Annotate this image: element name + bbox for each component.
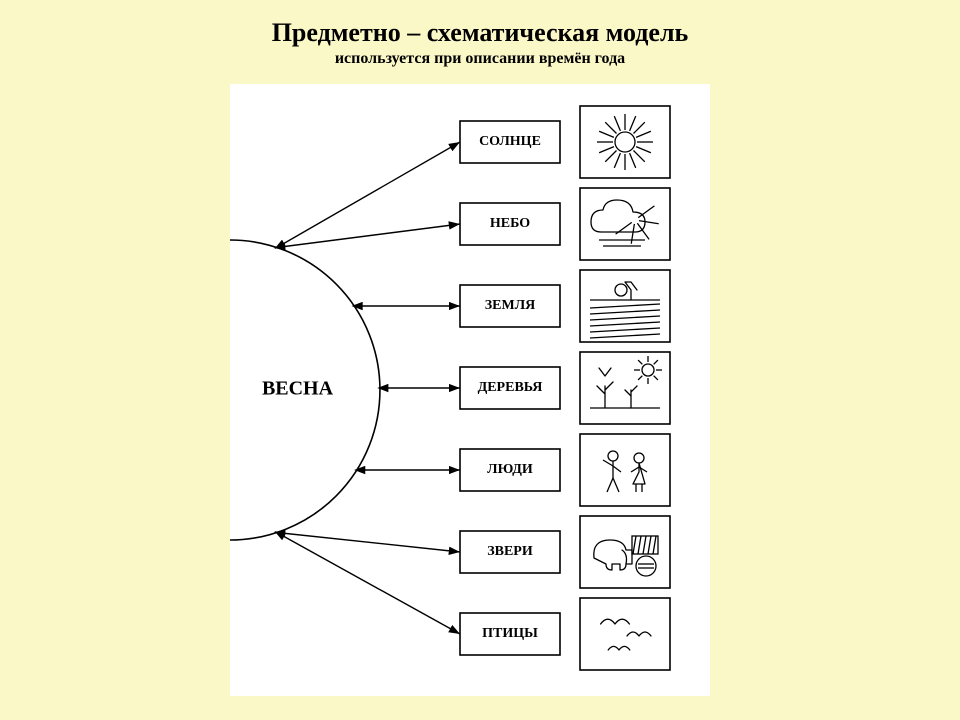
diagram-canvas: ВЕСНА СОЛНЦЕ НЕБО ЗЕМЛЯ ДЕРЕВЬЯ ЛЮДИ ЗВЕРИ ПТИЦ…: [230, 84, 710, 696]
page-subtitle: используется при описании времён года: [0, 50, 960, 68]
label-earth: ЗЕМЛЯ: [485, 298, 535, 313]
icon-box-birds: [580, 598, 670, 670]
page: Предметно – схематическая модель использ…: [0, 0, 960, 720]
central-label: ВЕСНА: [262, 378, 334, 400]
diagram-svg: ВЕСНА СОЛНЦЕ НЕБО ЗЕМЛЯ ДЕРЕВЬЯ ЛЮДИ ЗВЕРИ ПТИЦ…: [230, 84, 710, 696]
title-block: Предметно – схематическая модель использ…: [0, 18, 960, 68]
label-sky: НЕБО: [490, 216, 530, 231]
icon-box-trees: [580, 352, 670, 424]
label-sun: СОЛНЦЕ: [479, 134, 541, 149]
icon-box-people: [580, 434, 670, 506]
label-birds: ПТИЦЫ: [482, 626, 538, 641]
label-animals: ЗВЕРИ: [487, 544, 533, 559]
label-people: ЛЮДИ: [487, 462, 533, 477]
label-trees: ДЕРЕВЬЯ: [478, 380, 543, 395]
page-title: Предметно – схематическая модель: [0, 18, 960, 48]
